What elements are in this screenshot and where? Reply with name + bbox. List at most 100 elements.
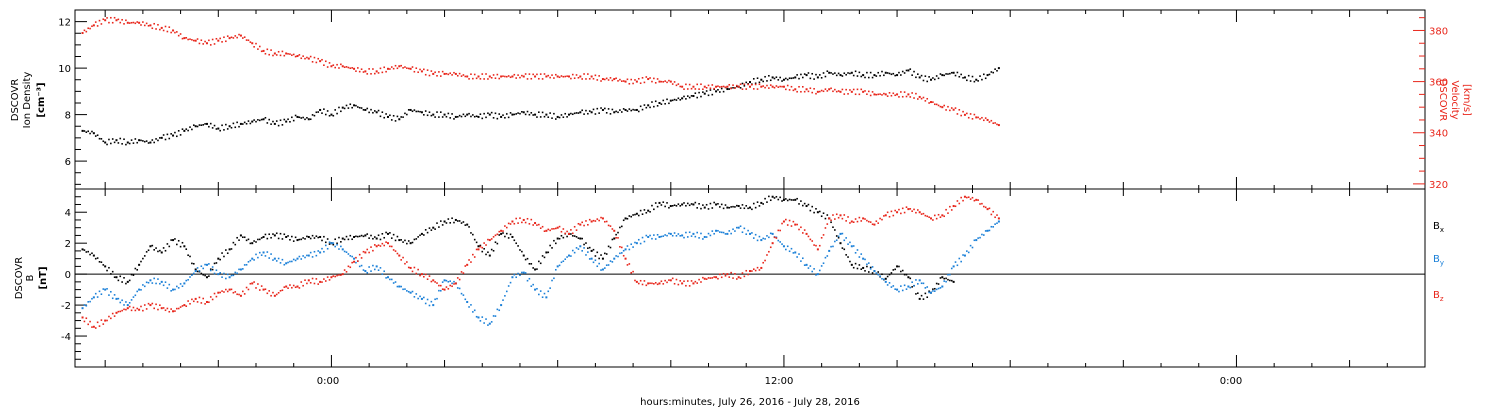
magnetic-field-trace-dot xyxy=(513,222,516,225)
density-velocity-point xyxy=(138,21,141,24)
magnetic-field-trace-dot xyxy=(864,258,866,261)
density-velocity-trace-dot xyxy=(83,130,86,132)
magnetic-field-trace-dot xyxy=(588,218,591,221)
magnetic-field-trace-dot xyxy=(249,242,252,245)
magnetic-field-trace-dot xyxy=(351,261,353,264)
magnetic-field-trace-dot xyxy=(336,243,338,246)
density-velocity-trace-dot xyxy=(920,97,923,100)
magnetic-field-trace-dot xyxy=(700,207,702,210)
magnetic-field-trace-dot xyxy=(830,219,832,222)
density-velocity-trace-dot xyxy=(315,111,318,114)
magnetic-field-point xyxy=(104,319,107,322)
magnetic-field-trace-dot xyxy=(517,245,519,247)
magnetic-field-trace-dot xyxy=(894,209,896,212)
density-velocity-point xyxy=(556,75,559,78)
magnetic-field-trace-dot xyxy=(769,199,772,202)
density-velocity-trace-dot xyxy=(85,30,88,33)
density-velocity-trace-dot xyxy=(174,31,176,34)
density-velocity-point xyxy=(454,72,457,75)
magnetic-field-trace-dot xyxy=(777,239,780,242)
magnetic-field-trace-dot xyxy=(515,242,518,245)
density-velocity-trace-dot xyxy=(637,110,640,113)
density-velocity-trace-dot xyxy=(473,73,476,76)
density-velocity-trace-dot xyxy=(883,74,885,77)
density-velocity-point xyxy=(545,113,548,116)
magnetic-field-trace-dot xyxy=(549,287,551,289)
magnetic-field-trace-dot xyxy=(438,284,440,287)
magnetic-field-point xyxy=(737,205,740,208)
magnetic-field-trace-dot xyxy=(762,261,764,264)
velocity-axis-label-line-1: DSCOVR xyxy=(1437,79,1448,122)
density-velocity-point xyxy=(534,75,537,78)
magnetic-field-trace-dot xyxy=(300,238,303,241)
magnetic-field-trace-dot xyxy=(532,283,534,286)
magnetic-field-trace-dot xyxy=(366,271,369,274)
magnetic-field-trace-dot xyxy=(815,208,817,210)
magnetic-field-trace-dot xyxy=(426,298,429,301)
density-velocity-trace-dot xyxy=(151,139,154,141)
density-velocity-trace-dot xyxy=(89,132,91,135)
magnetic-field-trace-dot xyxy=(85,304,88,307)
magnetic-field-trace-dot xyxy=(594,220,597,222)
magnetic-field-trace-dot xyxy=(852,266,855,269)
density-velocity-trace-dot xyxy=(660,80,663,83)
magnetic-field-trace-dot xyxy=(289,238,291,241)
magnetic-field-trace-dot xyxy=(340,274,342,276)
magnetic-field-point xyxy=(613,257,616,260)
density-velocity-trace-dot xyxy=(368,68,370,70)
density-velocity-trace-dot xyxy=(234,126,237,129)
density-velocity-trace-dot xyxy=(664,80,666,82)
magnetic-field-trace-dot xyxy=(106,288,108,290)
magnetic-field-trace-dot xyxy=(225,288,227,291)
density-velocity-trace-dot xyxy=(125,19,127,22)
magnetic-field-trace-dot xyxy=(747,273,749,276)
magnetic-field-trace-dot xyxy=(982,205,985,208)
magnetic-field-trace-dot xyxy=(317,283,320,285)
velocity-tick-label: 340 xyxy=(1429,129,1448,140)
density-velocity-trace-dot xyxy=(660,103,663,105)
magnetic-field-trace-dot xyxy=(570,255,572,257)
magnetic-field-point xyxy=(873,270,876,273)
density-velocity-trace-dot xyxy=(113,16,116,19)
magnetic-field-point xyxy=(330,242,333,245)
magnetic-field-trace-dot xyxy=(686,202,689,205)
magnetic-field-trace-dot xyxy=(128,302,131,304)
magnetic-field-trace-dot xyxy=(892,285,895,287)
magnetic-field-point xyxy=(194,270,197,273)
magnetic-field-trace-dot xyxy=(671,234,674,237)
density-velocity-trace-dot xyxy=(954,107,957,109)
magnetic-field-trace-dot xyxy=(837,216,840,219)
density-velocity-point xyxy=(149,24,152,27)
density-velocity-trace-dot xyxy=(598,112,600,114)
magnetic-field-trace-dot xyxy=(192,300,195,303)
density-velocity-trace-dot xyxy=(585,109,587,112)
density-velocity-point xyxy=(952,108,955,111)
magnetic-field-point xyxy=(81,248,84,251)
density-velocity-trace-dot xyxy=(781,80,783,82)
density-velocity-trace-dot xyxy=(211,127,214,129)
density-velocity-trace-dot xyxy=(573,77,576,80)
magnetic-field-trace-dot xyxy=(494,234,497,237)
magnetic-field-trace-dot xyxy=(960,260,962,263)
magnetic-field-trace-dot xyxy=(977,237,979,239)
magnetic-field-trace-dot xyxy=(419,274,421,277)
density-velocity-trace-dot xyxy=(317,57,320,60)
magnetic-field-trace-dot xyxy=(719,231,721,233)
magnetic-field-point xyxy=(567,254,570,257)
density-velocity-trace-dot xyxy=(287,118,289,121)
magnetic-field-trace-dot xyxy=(304,238,306,240)
magnetic-field-trace-dot xyxy=(117,310,120,313)
density-velocity-point xyxy=(183,37,186,40)
magnetic-field-point xyxy=(590,220,593,223)
density-velocity-trace-dot xyxy=(815,92,817,95)
magnetic-field-trace-dot xyxy=(370,270,372,272)
magnetic-field-trace-dot xyxy=(628,263,631,265)
density-velocity-trace-dot xyxy=(166,133,169,136)
magnetic-field-trace-dot xyxy=(781,243,783,245)
magnetic-field-trace-dot xyxy=(472,233,474,236)
magnetic-field-trace-dot xyxy=(818,244,821,247)
density-velocity-trace-dot xyxy=(268,118,271,121)
magnetic-field-trace-dot xyxy=(96,257,99,259)
density-velocity-trace-dot xyxy=(935,75,938,77)
density-velocity-trace-dot xyxy=(130,139,133,141)
